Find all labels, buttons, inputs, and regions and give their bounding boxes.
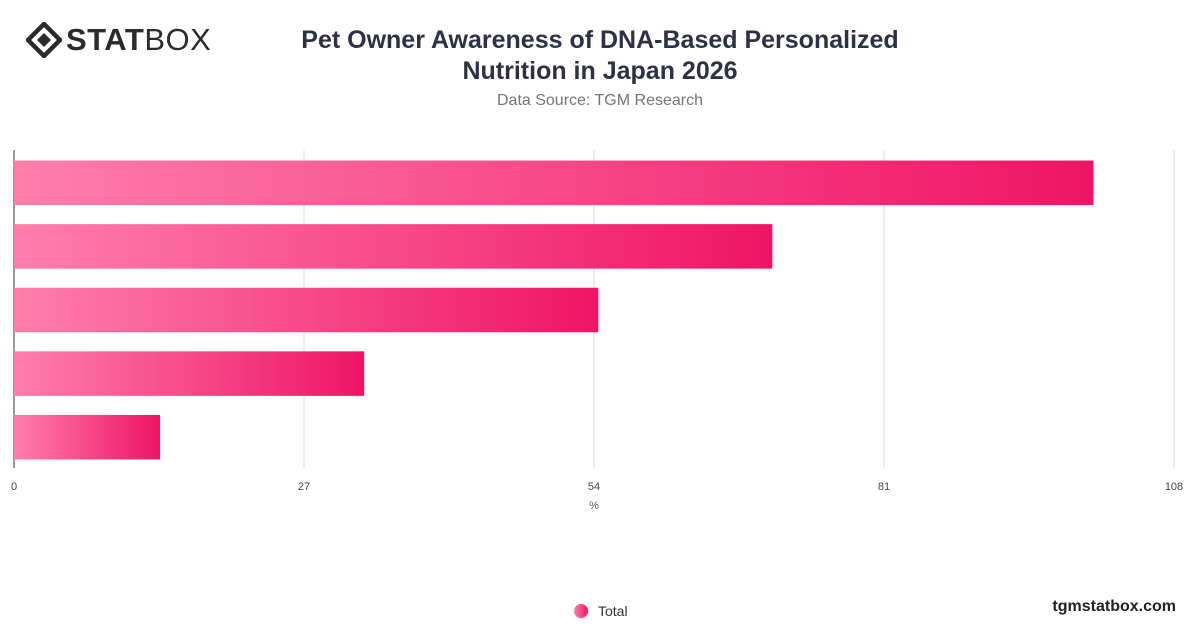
chart-title-line-1: Pet Owner Awareness of DNA-Based Persona… xyxy=(301,26,899,54)
diamond-logo-icon xyxy=(26,22,62,58)
x-tick-label: 108 xyxy=(1165,481,1183,493)
bar[interactable] xyxy=(14,414,161,460)
x-tick-label: 27 xyxy=(298,481,310,493)
website-link[interactable]: tgmstatbox.com xyxy=(1052,598,1176,615)
bars xyxy=(14,160,1094,460)
logo-wordmark: STATBOX xyxy=(66,22,211,58)
chart-subtitle: Data Source: TGM Research xyxy=(496,92,703,109)
x-tick-label: 81 xyxy=(878,481,890,493)
logo-wordmark-bold: STAT xyxy=(66,22,145,57)
legend[interactable]: Total xyxy=(574,603,628,619)
chart-title-line-2: Nutrition in Japan 2026 xyxy=(462,57,738,85)
bar-chart: 0 27 54 81 108% xyxy=(11,150,1183,512)
logo-wordmark-light: BOX xyxy=(144,22,212,57)
legend-label: Total xyxy=(598,603,628,619)
x-tick-label: 54 xyxy=(588,481,600,493)
statbox-logo[interactable]: STATBOX xyxy=(26,22,211,58)
bar[interactable] xyxy=(14,224,773,269)
legend-swatch xyxy=(574,604,588,618)
bar[interactable] xyxy=(14,351,365,396)
bar[interactable] xyxy=(14,287,599,333)
chart-title: Pet Owner Awareness of DNA-Based Persona… xyxy=(250,25,950,87)
x-axis-title: % xyxy=(589,500,599,512)
x-tick-label: 0 xyxy=(11,481,17,493)
bar[interactable] xyxy=(14,160,1094,206)
x-axis: 0 27 54 81 108% xyxy=(11,481,1183,512)
